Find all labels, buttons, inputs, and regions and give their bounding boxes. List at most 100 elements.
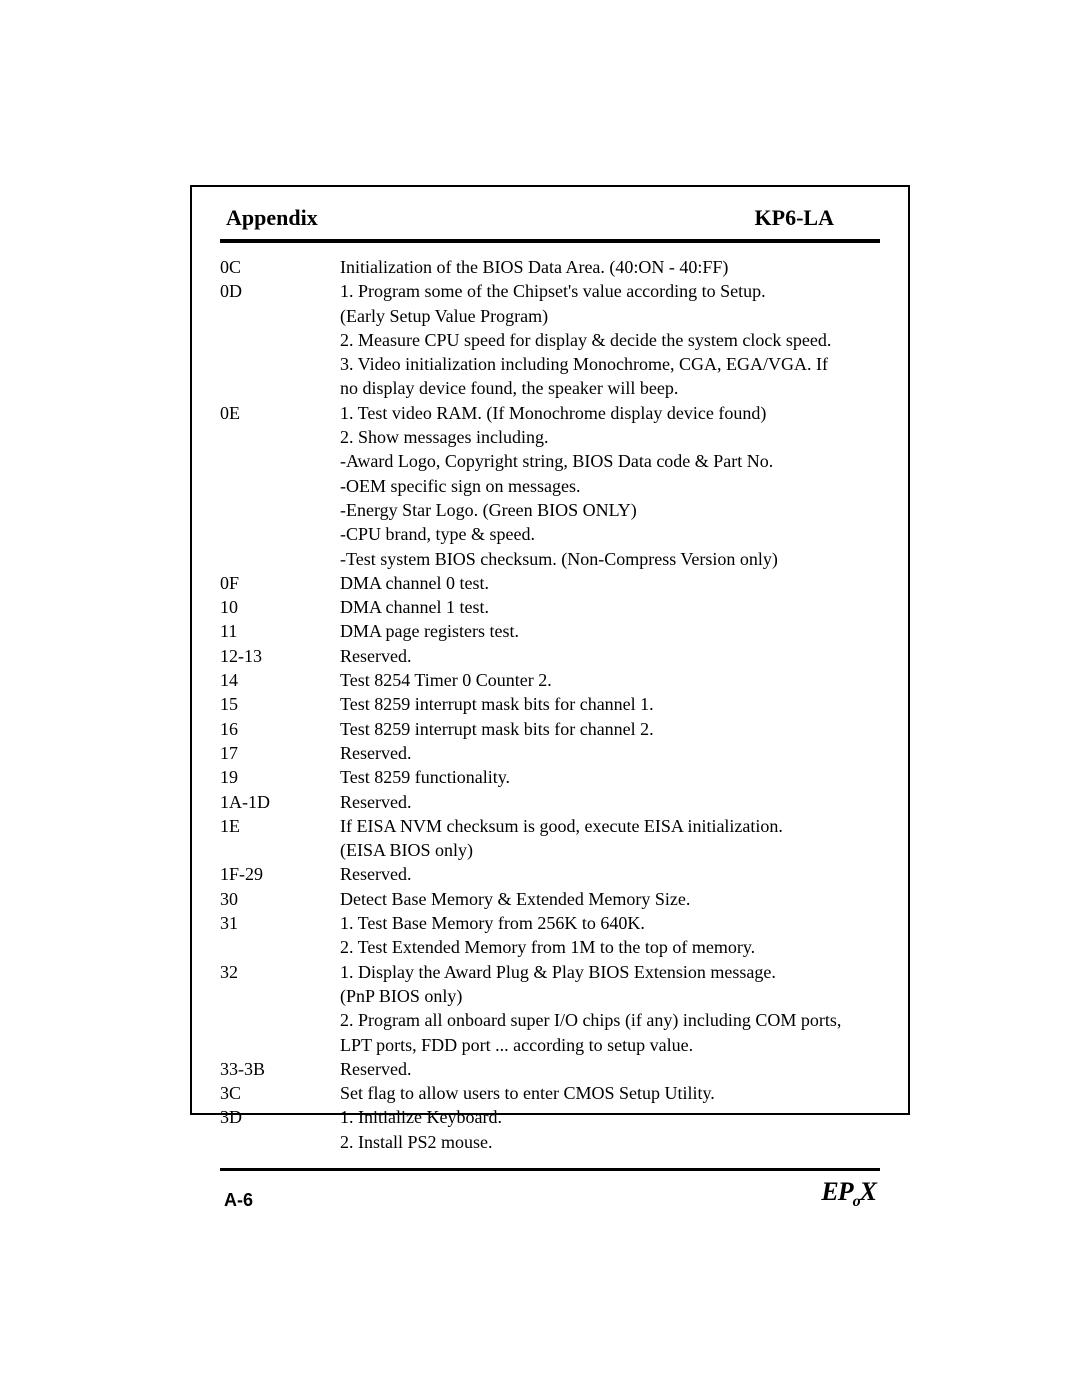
table-row: 19Test 8259 functionality. <box>220 765 880 789</box>
desc-line: Test 8259 interrupt mask bits for channe… <box>340 717 880 741</box>
desc-cell: 1. Display the Award Plug & Play BIOS Ex… <box>340 960 880 1057</box>
desc-subline: -Test system BIOS checksum. (Non-Compres… <box>340 547 880 571</box>
desc-cell: If EISA NVM checksum is good, execute EI… <box>340 814 880 863</box>
brand-pre: EP <box>821 1177 852 1206</box>
code-cell: 30 <box>220 887 340 911</box>
desc-line: 1. Initialize Keyboard. <box>340 1105 880 1129</box>
header-rule <box>220 239 880 243</box>
code-cell: 0C <box>220 255 340 279</box>
header-left: Appendix <box>226 205 318 231</box>
code-cell: 1E <box>220 814 340 863</box>
code-cell: 3D <box>220 1105 340 1154</box>
desc-line: Initialization of the BIOS Data Area. (4… <box>340 255 880 279</box>
table-row: 1F-29Reserved. <box>220 862 880 886</box>
code-cell: 1F-29 <box>220 862 340 886</box>
code-cell: 17 <box>220 741 340 765</box>
desc-line: 2. Show messages including. <box>340 425 880 449</box>
desc-line: Reserved. <box>340 741 880 765</box>
desc-line: DMA page registers test. <box>340 619 880 643</box>
table-row: 321. Display the Award Plug & Play BIOS … <box>220 960 880 1057</box>
code-cell: 11 <box>220 619 340 643</box>
table-row: 3CSet flag to allow users to enter CMOS … <box>220 1081 880 1105</box>
code-cell: 32 <box>220 960 340 1057</box>
desc-line: (EISA BIOS only) <box>340 838 880 862</box>
desc-cell: 1. Test video RAM. (If Monochrome displa… <box>340 401 880 571</box>
header-right: KP6-LA <box>755 205 874 231</box>
desc-line: If EISA NVM checksum is good, execute EI… <box>340 814 880 838</box>
table-row: 1EIf EISA NVM checksum is good, execute … <box>220 814 880 863</box>
brand-post: X <box>860 1177 876 1206</box>
content-body: 0CInitialization of the BIOS Data Area. … <box>220 255 880 1154</box>
desc-cell: Reserved. <box>340 862 880 886</box>
code-cell: 19 <box>220 765 340 789</box>
desc-cell: Reserved. <box>340 741 880 765</box>
desc-line: no display device found, the speaker wil… <box>340 376 880 400</box>
code-cell: 0E <box>220 401 340 571</box>
page-header: Appendix KP6-LA <box>220 205 880 237</box>
desc-cell: Reserved. <box>340 790 880 814</box>
code-cell: 0D <box>220 279 340 400</box>
desc-cell: Reserved. <box>340 1057 880 1081</box>
table-row: 33-3BReserved. <box>220 1057 880 1081</box>
page-number: A-6 <box>224 1190 253 1211</box>
desc-line: Set flag to allow users to enter CMOS Se… <box>340 1081 880 1105</box>
desc-cell: 1. Test Base Memory from 256K to 640K.2.… <box>340 911 880 960</box>
code-cell: 31 <box>220 911 340 960</box>
desc-line: 1. Test Base Memory from 256K to 640K. <box>340 911 880 935</box>
code-cell: 3C <box>220 1081 340 1105</box>
desc-subline: -Award Logo, Copyright string, BIOS Data… <box>340 449 880 473</box>
desc-cell: Detect Base Memory & Extended Memory Siz… <box>340 887 880 911</box>
table-row: 0D1. Program some of the Chipset's value… <box>220 279 880 400</box>
table-row: 0E1. Test video RAM. (If Monochrome disp… <box>220 401 880 571</box>
desc-line: LPT ports, FDD port ... according to set… <box>340 1033 880 1057</box>
desc-line: 2. Measure CPU speed for display & decid… <box>340 328 880 352</box>
desc-line: DMA channel 0 test. <box>340 571 880 595</box>
subline-text: CPU brand, type & speed. <box>346 524 535 544</box>
subline-text: Award Logo, Copyright string, BIOS Data … <box>346 451 773 471</box>
desc-cell: 1. Program some of the Chipset's value a… <box>340 279 880 400</box>
table-row: 1A-1DReserved. <box>220 790 880 814</box>
desc-line: Reserved. <box>340 790 880 814</box>
desc-cell: Test 8259 functionality. <box>340 765 880 789</box>
desc-cell: Set flag to allow users to enter CMOS Se… <box>340 1081 880 1105</box>
desc-line: DMA channel 1 test. <box>340 595 880 619</box>
desc-line: 1. Test video RAM. (If Monochrome displa… <box>340 401 880 425</box>
page-footer: A-6 EPoX <box>220 1171 880 1211</box>
desc-line: 2. Program all onboard super I/O chips (… <box>340 1008 880 1032</box>
table-row: 15Test 8259 interrupt mask bits for chan… <box>220 692 880 716</box>
subline-text: Test system BIOS checksum. (Non-Compress… <box>346 549 778 569</box>
table-row: 0FDMA channel 0 test. <box>220 571 880 595</box>
table-row: 12-13Reserved. <box>220 644 880 668</box>
table-row: 11DMA page registers test. <box>220 619 880 643</box>
table-row: 10DMA channel 1 test. <box>220 595 880 619</box>
code-cell: 16 <box>220 717 340 741</box>
desc-line: 1. Program some of the Chipset's value a… <box>340 279 880 303</box>
subline-text: Energy Star Logo. (Green BIOS ONLY) <box>346 500 637 520</box>
desc-line: Reserved. <box>340 862 880 886</box>
desc-cell: Test 8259 interrupt mask bits for channe… <box>340 692 880 716</box>
desc-cell: Reserved. <box>340 644 880 668</box>
desc-cell: Test 8259 interrupt mask bits for channe… <box>340 717 880 741</box>
desc-line: 2. Install PS2 mouse. <box>340 1130 880 1154</box>
code-cell: 33-3B <box>220 1057 340 1081</box>
brand-logo: EPoX <box>821 1177 876 1211</box>
subline-text: OEM specific sign on messages. <box>346 476 580 496</box>
desc-cell: DMA page registers test. <box>340 619 880 643</box>
code-cell: 10 <box>220 595 340 619</box>
desc-line: (Early Setup Value Program) <box>340 304 880 328</box>
code-cell: 15 <box>220 692 340 716</box>
page-frame: Appendix KP6-LA 0CInitialization of the … <box>190 185 910 1115</box>
desc-subline: -OEM specific sign on messages. <box>340 474 880 498</box>
desc-line: (PnP BIOS only) <box>340 984 880 1008</box>
table-row: 14Test 8254 Timer 0 Counter 2. <box>220 668 880 692</box>
desc-cell: Test 8254 Timer 0 Counter 2. <box>340 668 880 692</box>
desc-line: Test 8259 interrupt mask bits for channe… <box>340 692 880 716</box>
desc-line: 3. Video initialization including Monoch… <box>340 352 880 376</box>
code-cell: 12-13 <box>220 644 340 668</box>
table-row: 311. Test Base Memory from 256K to 640K.… <box>220 911 880 960</box>
desc-line: Reserved. <box>340 1057 880 1081</box>
table-row: 30Detect Base Memory & Extended Memory S… <box>220 887 880 911</box>
desc-line: Reserved. <box>340 644 880 668</box>
code-cell: 1A-1D <box>220 790 340 814</box>
desc-line: Test 8254 Timer 0 Counter 2. <box>340 668 880 692</box>
